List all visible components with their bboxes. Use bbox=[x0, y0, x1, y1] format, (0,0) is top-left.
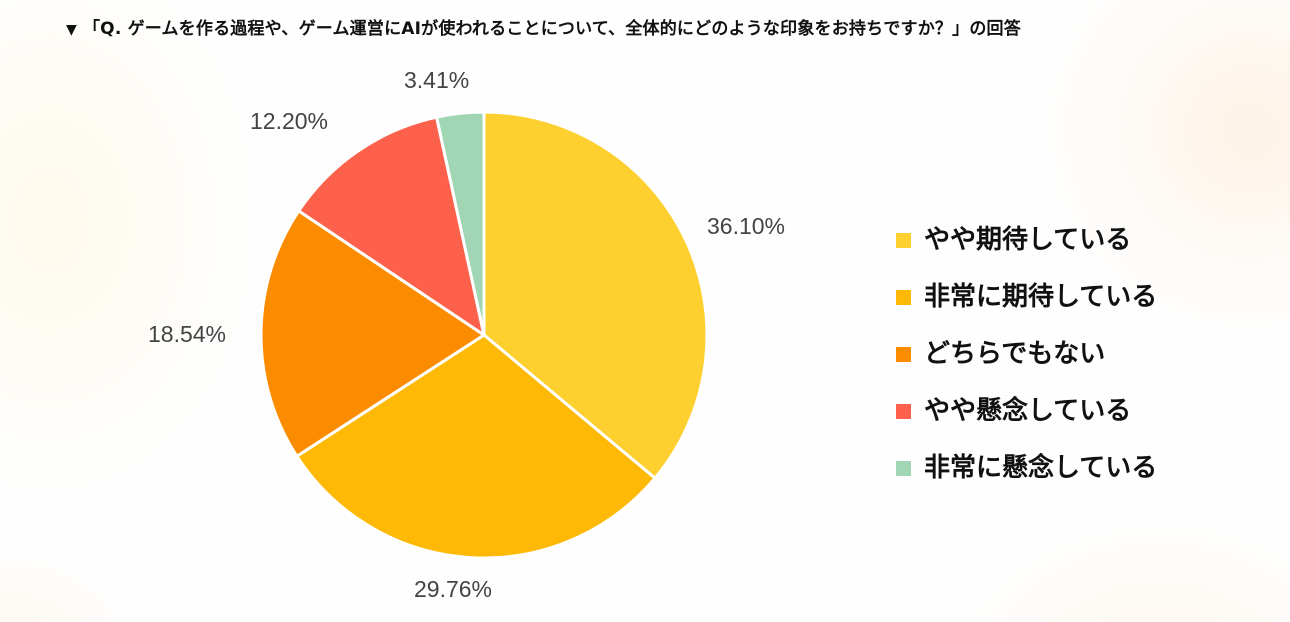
triangle-down-icon: ▼ bbox=[66, 22, 77, 38]
legend-label: 非常に期待している bbox=[924, 282, 1158, 312]
legend-item: やや懸念している bbox=[896, 380, 1157, 437]
legend-label: やや期待している bbox=[924, 225, 1132, 255]
slice-label-0: 36.10% bbox=[707, 213, 786, 239]
chart-legend: やや期待している 非常に期待している どちらでもない やや懸念している 非常に懸… bbox=[896, 209, 1157, 494]
slice-label-3: 12.20% bbox=[250, 108, 329, 134]
slice-label-1: 29.76% bbox=[414, 576, 493, 602]
chart-title-text: 「Q. ゲームを作る過程や、ゲーム運営にAIが使われることについて、全体的にどの… bbox=[82, 19, 1021, 39]
pie-slice-2 bbox=[259, 209, 486, 458]
legend-swatch bbox=[896, 404, 911, 419]
legend-label: やや懸念している bbox=[924, 396, 1132, 426]
pie-slice-1 bbox=[295, 333, 657, 560]
legend-swatch bbox=[896, 347, 911, 362]
legend-label: どちらでもない bbox=[924, 339, 1106, 369]
slice-label-4: 3.41% bbox=[404, 67, 470, 93]
pie-slice-4 bbox=[435, 110, 486, 337]
legend-swatch bbox=[896, 233, 911, 248]
pie-slice-3 bbox=[297, 115, 486, 337]
slice-label-2: 18.54% bbox=[148, 321, 227, 347]
legend-item: 非常に懸念している bbox=[896, 437, 1157, 494]
legend-item: やや期待している bbox=[896, 209, 1157, 266]
chart-title: ▼ 「Q. ゲームを作る過程や、ゲーム運営にAIが使われることについて、全体的にど… bbox=[66, 14, 1021, 39]
legend-swatch bbox=[896, 461, 911, 476]
legend-swatch bbox=[896, 290, 911, 305]
legend-item: どちらでもない bbox=[896, 323, 1157, 380]
legend-item: 非常に期待している bbox=[896, 266, 1157, 323]
legend-label: 非常に懸念している bbox=[924, 453, 1158, 483]
pie-slice-0 bbox=[482, 110, 709, 480]
